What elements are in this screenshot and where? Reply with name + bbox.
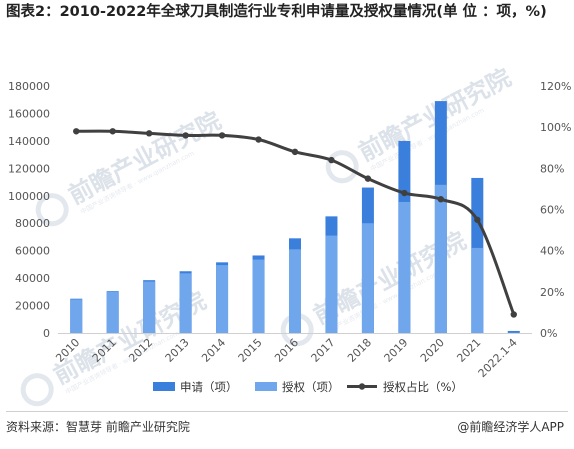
ratio-point xyxy=(182,132,189,139)
bars xyxy=(70,101,520,333)
chart-title: 图表2：2010-2022年全球刀具制造行业专利申请量及授权量情况(单 位 ：项… xyxy=(6,4,547,20)
legend-item: 授权（项） xyxy=(255,380,340,394)
footer: 资料来源：智慧芽 前瞻产业研究院 @前瞻经济学人APP xyxy=(0,409,574,449)
watermark-logo-icon xyxy=(35,193,69,227)
brand-credit: @前瞻经济学人APP xyxy=(457,420,564,434)
bar-grant xyxy=(434,184,447,333)
axes: 0 20000 40000 60000 80000 100000 120000 140000 1… xyxy=(8,80,571,340)
legend-label: 申请（项） xyxy=(180,380,238,394)
footer-divider xyxy=(6,411,568,412)
x-tick-label: 2018 xyxy=(345,336,374,365)
y-right-tick-label: 100% xyxy=(540,121,571,134)
bar-grant xyxy=(179,273,192,333)
legend: 申请（项） 授权（项） 授权占比（%） xyxy=(153,380,463,394)
y-right-tick-label: 80% xyxy=(540,162,564,175)
ratio-point xyxy=(401,189,408,197)
y-left-tick-label: 160000 xyxy=(8,107,50,120)
x-tick-label: 2022.1-4 xyxy=(476,336,520,380)
ratio-point xyxy=(255,136,262,143)
ratio-point xyxy=(437,196,445,203)
ratio-point xyxy=(218,132,226,139)
y-left-tick-label: 80000 xyxy=(15,217,50,230)
y-right-tick-label: 120% xyxy=(540,80,571,93)
y-right-tick-label: 40% xyxy=(540,245,564,258)
y-left-tick-label: 140000 xyxy=(8,135,50,148)
legend-swatch xyxy=(255,382,277,391)
x-tick-label: 2017 xyxy=(309,336,338,365)
legend-item: 授权占比（%） xyxy=(347,380,463,394)
ratio-point xyxy=(328,156,335,164)
bar-grant xyxy=(252,259,265,333)
bar-grant xyxy=(143,281,156,333)
y-left-tick-label: 60000 xyxy=(15,245,50,258)
y-right-tick-label: 0% xyxy=(540,327,557,340)
x-tick-label: 2016 xyxy=(272,336,301,365)
ratio-point xyxy=(364,175,372,182)
y-right-tick-label: 60% xyxy=(540,204,564,217)
y-left-tick-label: 0 xyxy=(43,327,50,340)
ratio-point xyxy=(109,128,116,135)
ratio-point xyxy=(291,148,299,156)
bar-application xyxy=(507,330,520,333)
x-tick-label: 2021 xyxy=(454,336,483,365)
x-tick-label: 2019 xyxy=(382,336,411,365)
bar-grant xyxy=(398,201,411,333)
ratio-point xyxy=(474,216,481,223)
legend-label: 授权占比（%） xyxy=(383,380,463,394)
legend-swatch-marker xyxy=(358,383,366,390)
bar-grant xyxy=(289,249,301,333)
ratio-point xyxy=(145,130,153,137)
x-tick-label: 2020 xyxy=(418,336,447,365)
y-right-tick-label: 20% xyxy=(540,286,564,299)
watermark-logo-icon xyxy=(325,150,359,184)
bar-grant xyxy=(70,299,83,333)
ratio-point xyxy=(73,128,80,135)
bar-grant xyxy=(471,247,484,333)
y-left-tick-label: 20000 xyxy=(15,300,50,313)
bar-grant xyxy=(361,223,374,333)
bar-grant xyxy=(325,235,338,333)
y-left-tick-label: 120000 xyxy=(8,162,50,175)
legend-label: 授权（项） xyxy=(282,380,340,394)
legend-swatch xyxy=(153,382,175,391)
ratio-point xyxy=(510,311,517,318)
x-tick-label: 2015 xyxy=(236,336,265,365)
ratio-line xyxy=(73,128,517,318)
y-left-tick-label: 100000 xyxy=(8,190,50,203)
y-left-tick-label: 40000 xyxy=(15,272,50,285)
legend-item: 申请（项） xyxy=(153,380,238,394)
y-left-tick-label: 180000 xyxy=(8,80,50,93)
source-note: 资料来源：智慧芽 前瞻产业研究院 xyxy=(6,420,190,434)
watermark-text: 前瞻产业研究院 xyxy=(64,106,225,210)
bar-grant xyxy=(106,291,119,333)
x-tick-label: 2014 xyxy=(199,336,228,365)
watermark-logo-icon xyxy=(20,373,54,407)
watermark-text: 前瞻产业研究院 xyxy=(354,63,515,167)
bar-grant xyxy=(216,265,229,333)
